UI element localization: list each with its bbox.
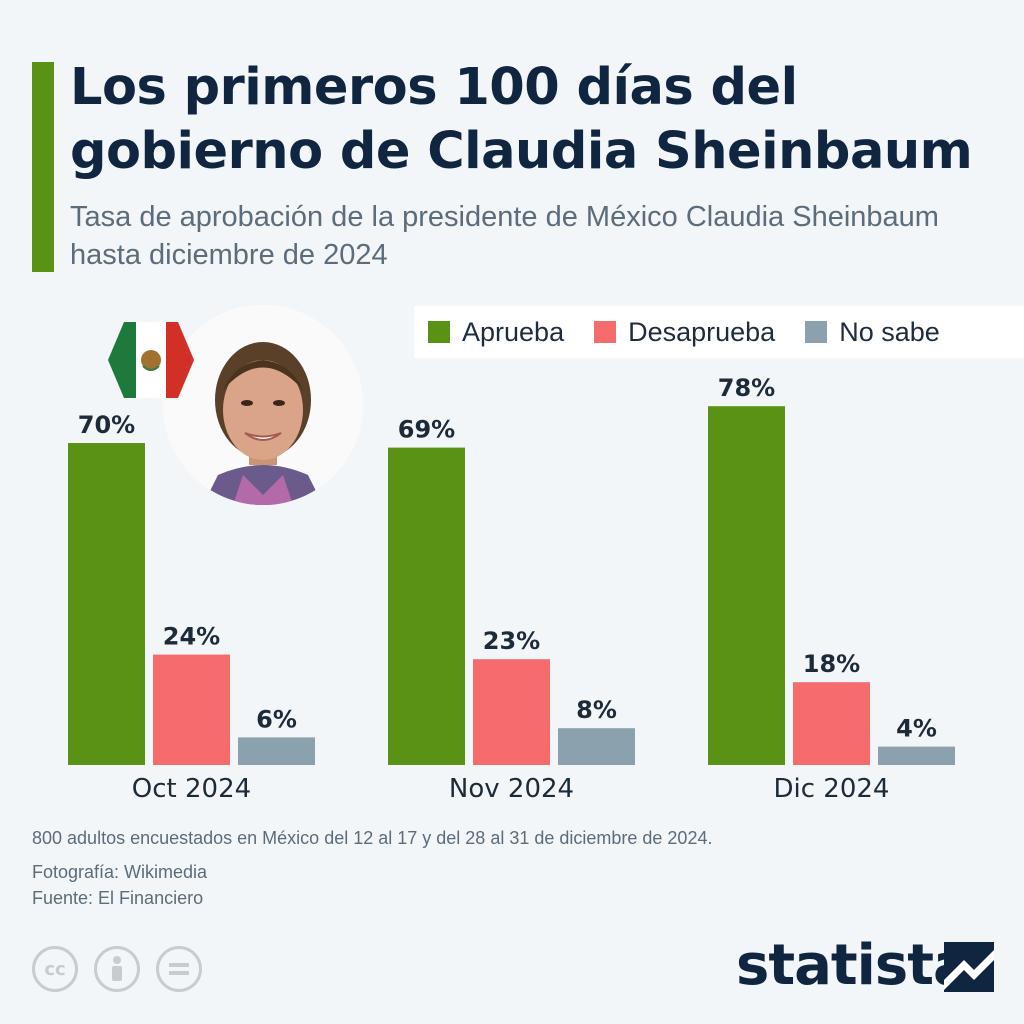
legend-label-aprueba: Aprueba <box>462 316 565 347</box>
legend-item-no-sabe: No sabe <box>805 317 940 348</box>
attribution-icon[interactable] <box>94 946 140 992</box>
category-label: Dic 2024 <box>774 774 890 804</box>
value-label: 4% <box>896 715 937 743</box>
accent-bar <box>32 62 54 272</box>
value-label: 18% <box>803 650 860 678</box>
value-label: 24% <box>163 623 220 651</box>
bar-aprueba-oct-2024 <box>68 443 145 765</box>
legend-swatch-desaprueba <box>594 321 617 343</box>
value-label: 8% <box>576 696 617 724</box>
chart-subtitle: Tasa de aprobación de la presidente de M… <box>70 201 939 271</box>
statista-logo[interactable]: statista <box>736 933 971 998</box>
legend-item-desaprueba: Desaprueba <box>594 317 775 348</box>
legend-label-no-sabe: No sabe <box>839 316 940 347</box>
portrait-photo <box>163 305 363 505</box>
mexico-flag-icon <box>108 322 194 398</box>
bar-aprueba-dic-2024 <box>708 406 785 765</box>
statista-logo-icon[interactable] <box>944 942 994 992</box>
value-label: 6% <box>256 705 297 733</box>
value-label: 70% <box>78 411 135 439</box>
photo-credit: Fotografía: Wikimedia <box>32 862 208 882</box>
bar-no-sabe-nov-2024 <box>558 728 635 765</box>
value-label: 23% <box>483 627 540 655</box>
bar-desaprueba-dic-2024 <box>793 682 870 765</box>
legend-swatch-no-sabe <box>805 321 828 343</box>
creative-commons-icon[interactable]: cc <box>32 946 78 992</box>
value-label: 69% <box>398 416 455 444</box>
bar-desaprueba-oct-2024 <box>153 654 230 765</box>
bar-no-sabe-dic-2024 <box>878 746 955 765</box>
legend-swatch-aprueba <box>428 321 450 343</box>
category-label: Nov 2024 <box>449 774 574 804</box>
chart-legend: Aprueba Desaprueba No sabe <box>414 306 1024 358</box>
category-label: Oct 2024 <box>132 774 251 804</box>
chart-title: Los primeros 100 días del gobierno de Cl… <box>70 58 973 181</box>
source-note: Fuente: El Financiero <box>32 888 204 908</box>
bar-desaprueba-nov-2024 <box>473 659 550 765</box>
legend-label-desaprueba: Desaprueba <box>628 316 776 347</box>
bar-no-sabe-oct-2024 <box>238 737 315 765</box>
sample-note: 800 adultos encuestados en México del 12… <box>32 828 713 848</box>
legend-item-aprueba: Aprueba <box>428 317 564 348</box>
bar-aprueba-nov-2024 <box>388 447 465 765</box>
no-derivatives-icon[interactable] <box>156 946 202 992</box>
value-label: 78% <box>718 374 775 402</box>
